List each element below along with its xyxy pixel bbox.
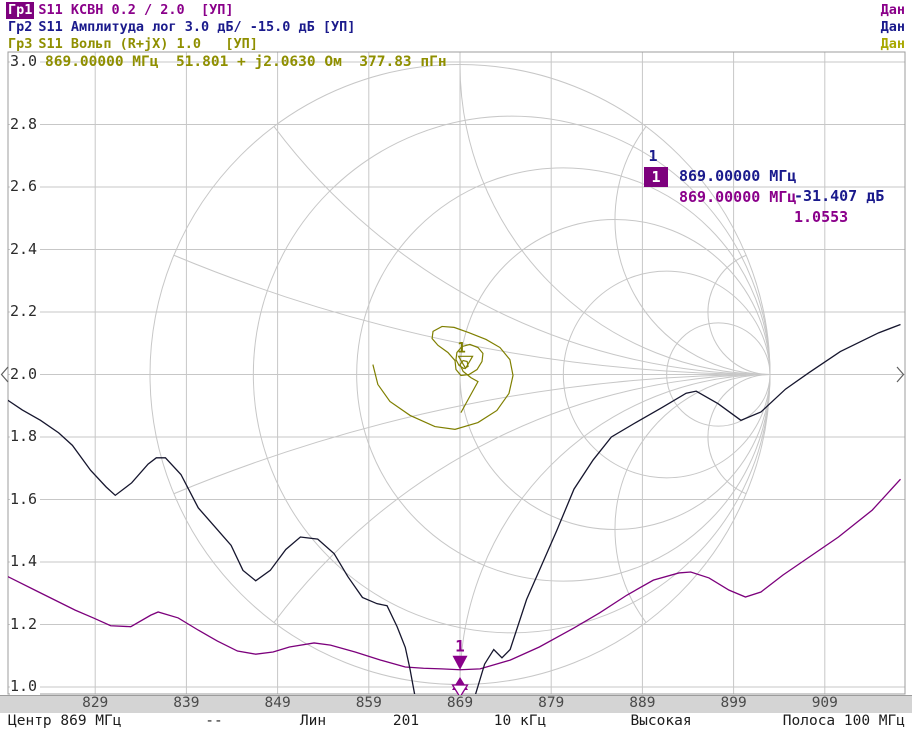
x-axis-label: 849 (264, 695, 291, 711)
marker-value: 1.0553 (794, 208, 849, 226)
ref-level-chevron-left[interactable] (0, 366, 9, 383)
y-axis-label: 2.8 (10, 115, 41, 133)
x-axis-label: 899 (720, 695, 747, 711)
smith-chart-grid (149, 64, 771, 685)
y-axis-label: 1.0 (10, 678, 41, 695)
status-sweep-type[interactable]: Лин (299, 713, 327, 729)
trace-legend-2[interactable]: Гр2 S11 Амплитуда лог 3.0 дБ/ -15.0 дБ [У… (6, 19, 355, 36)
status-power-level[interactable]: Высокая (630, 713, 692, 729)
y-axis-label: 2.0 (10, 365, 41, 383)
trace-2-descriptor: S11 Амплитуда лог 3.0 дБ/ -15.0 дБ [УП] (38, 19, 356, 35)
y-axis-label: 1.6 (10, 490, 41, 508)
trace-3-descriptor: S11 Вольп (R+jX) 1.0 [УП] (38, 36, 258, 52)
y-axis-label: 2.6 (10, 178, 41, 195)
marker-number: 1 (648, 147, 658, 165)
status-span[interactable]: Полоса 100 МГц (782, 713, 905, 729)
traces (8, 323, 901, 694)
data-status-label-3: Дан (880, 36, 905, 52)
trace-legend-1[interactable]: Гр1 S11 КСВН 0.2 / 2.0 [УП] (6, 2, 233, 19)
y-axis-label: 2.2 (10, 303, 41, 320)
marker-frequency: 869.00000 МГц (679, 167, 797, 185)
y-axis-label: 3.0 (10, 53, 41, 70)
vswr-marker-triangle[interactable] (452, 655, 468, 670)
y-axis-label: 1.2 (10, 615, 41, 633)
y-axis-label: 1.4 (10, 553, 41, 570)
marker-number-badge: 1 (644, 167, 668, 187)
marker-value: -31.407 дБ (794, 187, 885, 205)
trace-vswr (8, 478, 901, 671)
x-axis-label: 829 (82, 695, 109, 711)
trace-logmag (8, 323, 901, 694)
status-points-count[interactable]: 201 (392, 713, 420, 729)
x-axis-label: 839 (173, 695, 200, 711)
plot-frame (7, 51, 906, 695)
y-axis-label: 2.4 (10, 240, 41, 258)
frequency-axis-band (0, 695, 912, 713)
marker-readout-vswr[interactable]: 1 869.00000 МГц 1.0553 (0, 147, 912, 226)
x-axis-label: 869 (446, 695, 474, 711)
trace-2-badge[interactable]: Гр2 (8, 19, 33, 35)
data-status-label-2: Дан (880, 19, 905, 35)
x-axis-label: 889 (629, 695, 656, 711)
y-axis-label: 1.8 (10, 428, 41, 445)
trace-3-badge[interactable]: Гр3 (8, 36, 33, 52)
smith-marker-readout: 869.00000 МГц 51.801 + j2.0630 Ом 377.83… (45, 54, 447, 70)
smith-marker-triangle[interactable] (457, 355, 474, 370)
marker-readout-logmag[interactable]: 1 869.00000 МГц -31.407 дБ (0, 126, 912, 205)
grid-lines (8, 52, 905, 694)
status-trigger-field[interactable]: -- (205, 713, 223, 729)
status-center-frequency[interactable]: Центр 869 МГц (8, 713, 122, 729)
trace-1-badge[interactable]: Гр1 (6, 2, 35, 19)
ref-level-chevron-right[interactable] (896, 366, 905, 383)
data-status-label-1: Дан (880, 2, 905, 18)
trace-smith (372, 325, 514, 430)
clipped-marker-down-triangle (451, 684, 469, 699)
vswr-marker-label[interactable]: 1 (455, 637, 465, 656)
marker-frequency: 869.00000 МГц (679, 188, 797, 206)
x-axis-label: 909 (811, 695, 838, 711)
status-if-bandwidth[interactable]: 10 кГц (493, 713, 547, 729)
x-axis-label: 879 (538, 695, 565, 711)
trace-1-descriptor: S11 КСВН 0.2 / 2.0 [УП] (38, 2, 234, 18)
x-axis-label: 859 (355, 695, 382, 711)
smith-marker-label[interactable]: 1 (457, 340, 465, 356)
trace-legend-3[interactable]: Гр3 S11 Вольп (R+jX) 1.0 [УП] (6, 36, 258, 53)
